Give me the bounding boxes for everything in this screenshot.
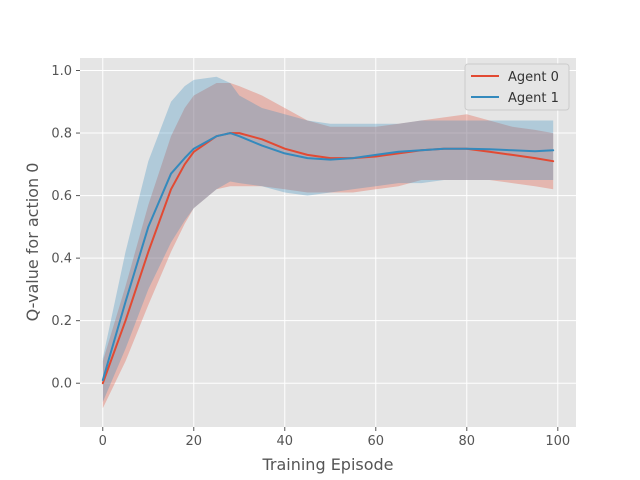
y-axis-ticks: 0.0 0.2 0.4 0.6 0.8 1.0 [51,64,80,392]
plot-background [80,58,576,427]
band-agent-1 [102,76,554,403]
x-axis-ticks: 0 20 40 60 80 100 [99,427,570,449]
x-tick-label: 80 [459,434,476,449]
series-lines [101,132,555,385]
x-tick-label: 20 [185,434,202,449]
x-tick-label: 0 [99,434,107,449]
confidence-bands [102,76,554,409]
legend: Agent 0 Agent 1 [464,63,570,111]
y-tick-label: 0.8 [51,127,72,142]
line-agent-1 [101,132,555,382]
x-tick-label: 60 [368,434,385,449]
y-tick-label: 0.4 [51,252,72,267]
band-agent-0 [102,83,554,409]
y-axis-label: Q-value for action 0 [23,163,42,322]
x-tick-label: 40 [276,434,293,449]
legend-label-agent-0: Agent 0 [508,70,559,85]
x-axis-label: Training Episode [261,455,393,474]
y-tick-label: 0.6 [51,189,72,204]
y-tick-label: 0.0 [51,377,72,392]
x-tick-label: 100 [545,434,570,449]
y-tick-label: 0.2 [51,314,72,329]
legend-label-agent-1: Agent 1 [508,91,559,106]
y-tick-label: 1.0 [51,64,72,79]
grid-lines [80,58,576,427]
